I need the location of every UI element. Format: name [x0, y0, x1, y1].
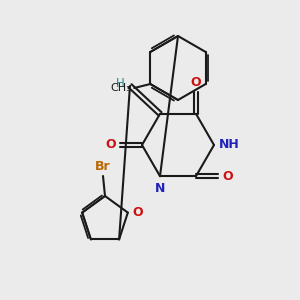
Text: O: O	[133, 206, 143, 219]
Text: Br: Br	[95, 160, 111, 173]
Text: CH₃: CH₃	[110, 83, 131, 93]
Text: NH: NH	[219, 139, 240, 152]
Text: O: O	[191, 76, 201, 89]
Text: N: N	[155, 182, 165, 195]
Text: H: H	[116, 77, 125, 90]
Text: O: O	[105, 139, 116, 152]
Text: O: O	[222, 170, 232, 183]
